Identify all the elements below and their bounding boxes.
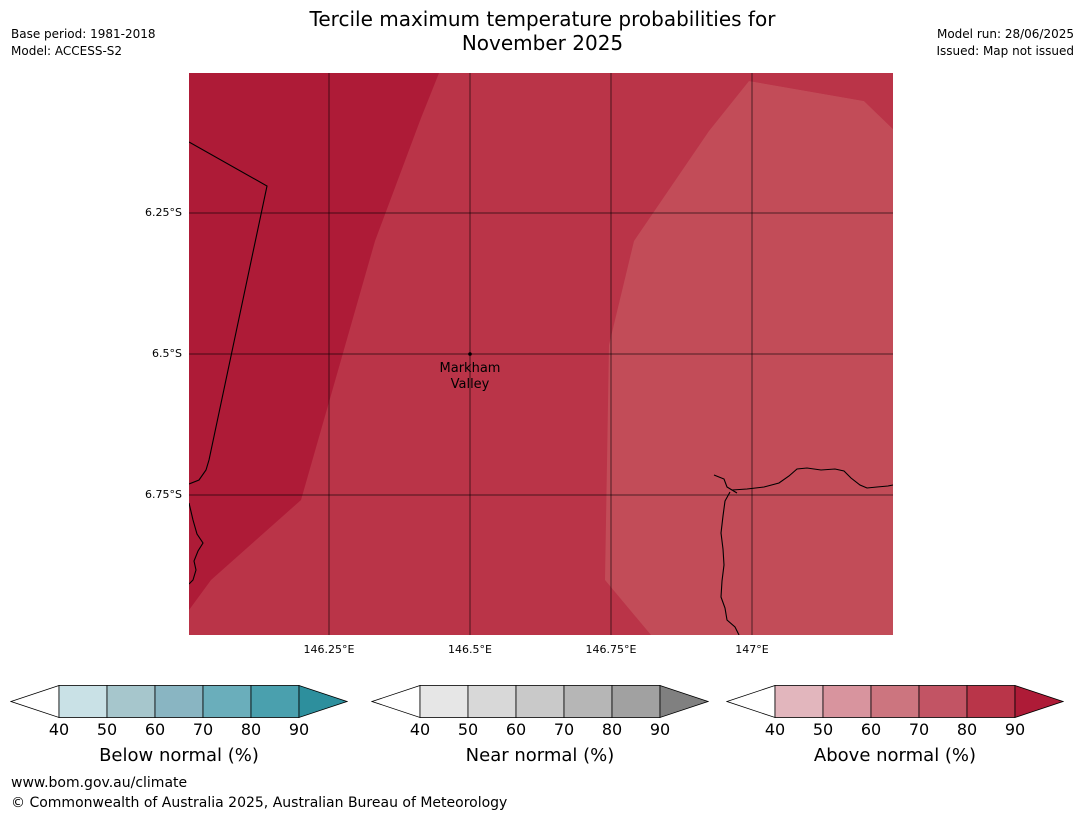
lon-tick-label: 147°E [735, 643, 769, 656]
colorbar-below-normal [10, 685, 348, 719]
issued-text: Issued: Map not issued [936, 44, 1074, 58]
colorbar-near-normal [371, 685, 709, 719]
footer-copyright: © Commonwealth of Australia 2025, Austra… [11, 795, 508, 811]
colorbar-below-tick: 60 [144, 720, 166, 739]
colorbar-below-swatch [106, 685, 156, 718]
colorbar-near-tick: 40 [409, 720, 431, 739]
region-above-80-90-corner [749, 73, 893, 129]
colorbar-above-svg [726, 685, 1064, 719]
colorbar-above-swatch [774, 685, 824, 718]
lat-tick-label: 6.25°S [145, 206, 182, 219]
map-svg: Markham Valley [189, 73, 893, 635]
colorbar-below-extend-low [10, 685, 60, 719]
colorbar-above-tick: 80 [956, 720, 978, 739]
colorbar-above-swatch [966, 685, 1016, 718]
colorbar-below-label: Below normal (%) [99, 745, 259, 766]
provincial-boundary [189, 141, 268, 485]
colorbar-near-extend-low [371, 685, 421, 719]
boundaries [189, 141, 893, 635]
colorbar-below-tick: 40 [48, 720, 70, 739]
colorbar-near-tick: 80 [601, 720, 623, 739]
place-marker [468, 352, 472, 356]
lon-tick-label: 146.5°E [448, 643, 492, 656]
colorbar-near-swatch [419, 685, 469, 718]
river-east [720, 491, 740, 635]
colorbar-above-extend-low [726, 685, 776, 719]
colorbar-above-tick: 70 [908, 720, 930, 739]
colorbar-near-label: Near normal (%) [465, 745, 615, 766]
colorbar-below-swatch [250, 685, 300, 718]
colorbar-below-swatch [154, 685, 204, 718]
colorbar-above-label: Above normal (%) [813, 745, 977, 766]
title-line-1: Tercile maximum temperature probabilitie… [309, 7, 776, 31]
colorbar-above-normal [726, 685, 1064, 719]
colorbar-near-tick: 60 [505, 720, 527, 739]
colorbar-above-swatch [918, 685, 968, 718]
base-period-text: Base period: 1981-2018 [11, 27, 156, 41]
region-above-90-left [189, 73, 439, 610]
model-run-text: Model run: 28/06/2025 [936, 27, 1074, 41]
colorbar-above-extend-high [1014, 685, 1064, 719]
colorbar-above-swatch [870, 685, 920, 718]
colorbar-near-tick: 70 [553, 720, 575, 739]
colorbar-below-swatch [202, 685, 252, 718]
colorbar-near-swatch [515, 685, 565, 718]
colorbar-below-extend-high [298, 685, 348, 719]
header-left: Base period: 1981-2018 Model: ACCESS-S2 [11, 26, 156, 60]
lon-tick-label: 146.75°E [585, 643, 637, 656]
colorbar-near-swatch [563, 685, 613, 718]
coastline-west [189, 502, 204, 585]
lon-tick-label: 146.25°E [303, 643, 355, 656]
colorbar-above-tick: 90 [1004, 720, 1026, 739]
colorbar-above-tick: 60 [860, 720, 882, 739]
colorbar-below-tick: 90 [288, 720, 310, 739]
map-title: Tercile maximum temperature probabilitie… [0, 7, 1085, 55]
colorbar-above-tick: 40 [764, 720, 786, 739]
map-panel: Markham Valley [189, 73, 893, 635]
colorbar-near-swatch [467, 685, 517, 718]
lat-tick-label: 6.75°S [145, 488, 182, 501]
colorbar-near-svg [371, 685, 709, 719]
colorbar-near-swatch [611, 685, 661, 718]
colorbar-above-tick: 50 [812, 720, 834, 739]
colorbar-near-tick: 90 [649, 720, 671, 739]
lat-tick-label: 6.5°S [152, 347, 182, 360]
colorbar-near-tick: 50 [457, 720, 479, 739]
region-above-70-80 [605, 81, 893, 635]
colorbar-below-tick: 80 [240, 720, 262, 739]
colorbar-near-extend-high [659, 685, 709, 719]
colorbar-below-tick: 70 [192, 720, 214, 739]
coastline-east [713, 467, 893, 494]
place-label-line-1: Markham [440, 361, 501, 376]
colorbar-above-swatch [822, 685, 872, 718]
graticule [189, 73, 893, 635]
place-label-line-2: Valley [451, 377, 490, 392]
colorbar-below-swatch [58, 685, 108, 718]
colorbar-below-tick: 50 [96, 720, 118, 739]
colorbar-below-svg [10, 685, 348, 719]
model-text: Model: ACCESS-S2 [11, 44, 123, 58]
header-right: Model run: 28/06/2025 Issued: Map not is… [936, 26, 1074, 60]
title-line-2: November 2025 [461, 31, 624, 55]
footer-url[interactable]: www.bom.gov.au/climate [11, 775, 188, 791]
